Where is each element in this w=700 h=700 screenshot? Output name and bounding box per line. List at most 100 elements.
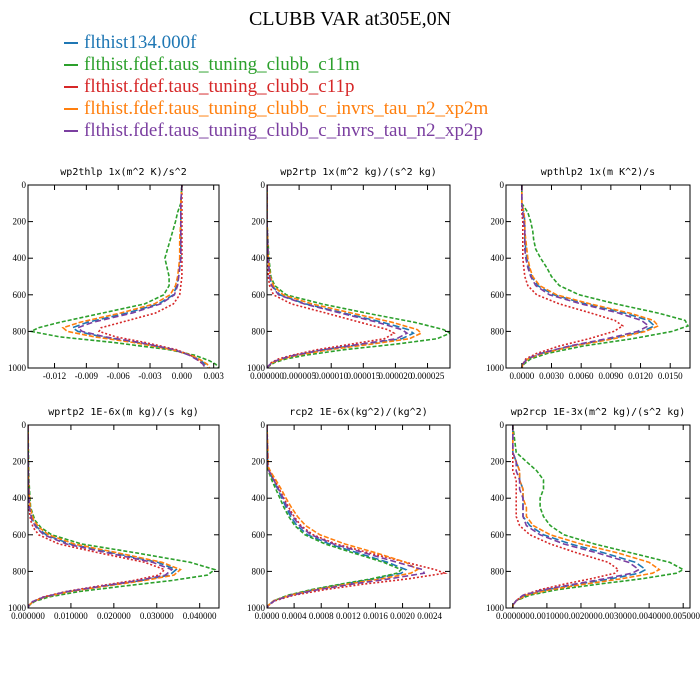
panel-title: wprtp2 1E-6x(m kg)/(s kg) [48, 407, 199, 418]
panel-3: wpthlp2 1x(m K^2)/s 0.0000 0.0030 0.0060 0.0… [486, 167, 691, 381]
panel-4: wprtp2 1E-6x(m kg)/(s kg) 0.000000 0.01000… [8, 407, 220, 621]
series-line-5 [511, 425, 641, 608]
x-tick-label: 0.0008 [309, 611, 334, 621]
y-tick-label: 600 [13, 290, 27, 300]
x-tick-label: -0.009 [75, 371, 99, 381]
series-line-5 [28, 425, 174, 608]
series-line-5 [267, 425, 426, 608]
y-tick-label: 1000 [8, 363, 27, 373]
x-tick-label: 0.001000 [530, 611, 564, 621]
x-tick-label: 0.0024 [417, 611, 442, 621]
legend-item-5: flthist.fdef.taus_tuning_clubb_c_invrs_t… [64, 120, 488, 142]
x-tick-label: 0.000020 [379, 371, 413, 381]
series-line-1 [28, 425, 178, 608]
series-line-1 [520, 185, 656, 368]
y-tick-label: 400 [252, 253, 266, 263]
x-tick-label: -0.003 [138, 371, 162, 381]
x-tick-label: 0.0000 [255, 611, 280, 621]
legend-swatch-3 [64, 85, 78, 88]
legend-swatch-5 [64, 129, 78, 132]
series-line-4 [28, 425, 182, 608]
y-tick-label: 400 [13, 253, 27, 263]
x-tick-label: 0.000000 [496, 611, 530, 621]
x-tick-label: 0.003000 [598, 611, 632, 621]
x-tick-label: 0.0016 [363, 611, 388, 621]
series-group [28, 425, 217, 608]
series-group [28, 185, 219, 368]
x-tick-label: 0.030000 [140, 611, 174, 621]
y-tick-label: 400 [491, 493, 505, 503]
y-tick-label: 1000 [247, 603, 266, 613]
x-tick-label: 0.002000 [564, 611, 598, 621]
legend: flthist134.000f flthist.fdef.taus_tuning… [64, 32, 488, 142]
y-tick-label: 1000 [247, 363, 266, 373]
y-tick-label: 600 [491, 530, 505, 540]
legend-label-3: flthist.fdef.taus_tuning_clubb_c11p [84, 76, 355, 97]
x-tick-label: 0.040000 [183, 611, 217, 621]
y-tick-label: 400 [13, 493, 27, 503]
legend-label-2: flthist.fdef.taus_tuning_clubb_c11m [84, 54, 360, 75]
series-line-4 [267, 425, 420, 608]
x-tick-label: 0.0060 [569, 371, 594, 381]
series-line-4 [267, 185, 423, 368]
x-tick-label: -0.006 [107, 371, 131, 381]
x-tick-label: 0.000010 [314, 371, 348, 381]
x-tick-label: 0.0030 [539, 371, 564, 381]
x-tick-label: 0.004000 [632, 611, 666, 621]
y-tick-label: 600 [491, 290, 505, 300]
y-tick-label: 200 [491, 217, 505, 227]
figure-title: CLUBB VAR at305E,0N [248, 8, 452, 30]
panel-1: wp2thlp 1x(m^2 K)/s^2 -0.012 -0.009 -0.006-… [8, 167, 224, 381]
legend-item-2: flthist.fdef.taus_tuning_clubb_c11m [64, 54, 488, 76]
x-tick-label: 0.000 [172, 371, 193, 381]
series-group [520, 185, 690, 368]
series-line-3 [267, 425, 448, 608]
y-tick-label: 200 [252, 217, 266, 227]
series-line-2 [267, 185, 450, 368]
plot-frame [27, 184, 220, 369]
series-line-5 [267, 185, 409, 368]
x-tick-label: 0.000000 [250, 371, 284, 381]
legend-label-1: flthist134.000f [84, 32, 197, 53]
y-tick-label: 1000 [486, 363, 505, 373]
legend-label-4: flthist.fdef.taus_tuning_clubb_c_invrs_t… [84, 98, 489, 119]
y-tick-label: 600 [252, 530, 266, 540]
x-tick-label: 0.0020 [390, 611, 415, 621]
plot-frame [266, 424, 451, 609]
y-tick-label: 1000 [8, 603, 27, 613]
plot-frame [266, 184, 451, 369]
panel-2: wp2rtp 1x(m^2 kg)/(s^2 kg)0.0000000.0000… [247, 167, 451, 381]
y-tick-label: 0 [22, 420, 27, 430]
y-tick-label: 800 [252, 326, 266, 336]
y-tick-label: 800 [13, 326, 27, 336]
series-line-4 [511, 425, 661, 608]
y-tick-label: 200 [252, 457, 266, 467]
x-tick-label: 0.000000 [11, 611, 45, 621]
y-tick-label: 600 [13, 530, 27, 540]
panel-title: wp2thlp 1x(m^2 K)/s^2 [60, 167, 186, 178]
legend-swatch-1 [64, 41, 78, 44]
legend-item-4: flthist.fdef.taus_tuning_clubb_c_invrs_t… [64, 98, 488, 120]
legend-item-3: flthist.fdef.taus_tuning_clubb_c11p [64, 76, 488, 98]
series-line-3 [520, 185, 625, 368]
y-tick-label: 1000 [486, 603, 505, 613]
x-tick-label: 0.0090 [598, 371, 623, 381]
series-line-5 [520, 185, 650, 368]
series-line-1 [267, 425, 408, 608]
y-tick-label: 200 [13, 457, 27, 467]
x-tick-label: 0.003 [204, 371, 225, 381]
y-tick-label: 200 [13, 217, 27, 227]
x-tick-label: 0.000015 [346, 371, 380, 381]
series-line-3 [511, 425, 620, 608]
legend-swatch-4 [64, 107, 78, 110]
y-tick-label: 800 [491, 326, 505, 336]
series-line-3 [267, 185, 396, 368]
panel-title: rcp2 1E-6x(kg^2)/(kg^2) [289, 407, 427, 418]
series-line-2 [511, 425, 685, 608]
x-tick-label: 0.010000 [54, 611, 88, 621]
panel-title: wpthlp2 1x(m K^2)/s [541, 167, 655, 178]
x-tick-label: 0.020000 [97, 611, 131, 621]
x-tick-label: 0.0004 [282, 611, 307, 621]
y-tick-label: 800 [491, 566, 505, 576]
